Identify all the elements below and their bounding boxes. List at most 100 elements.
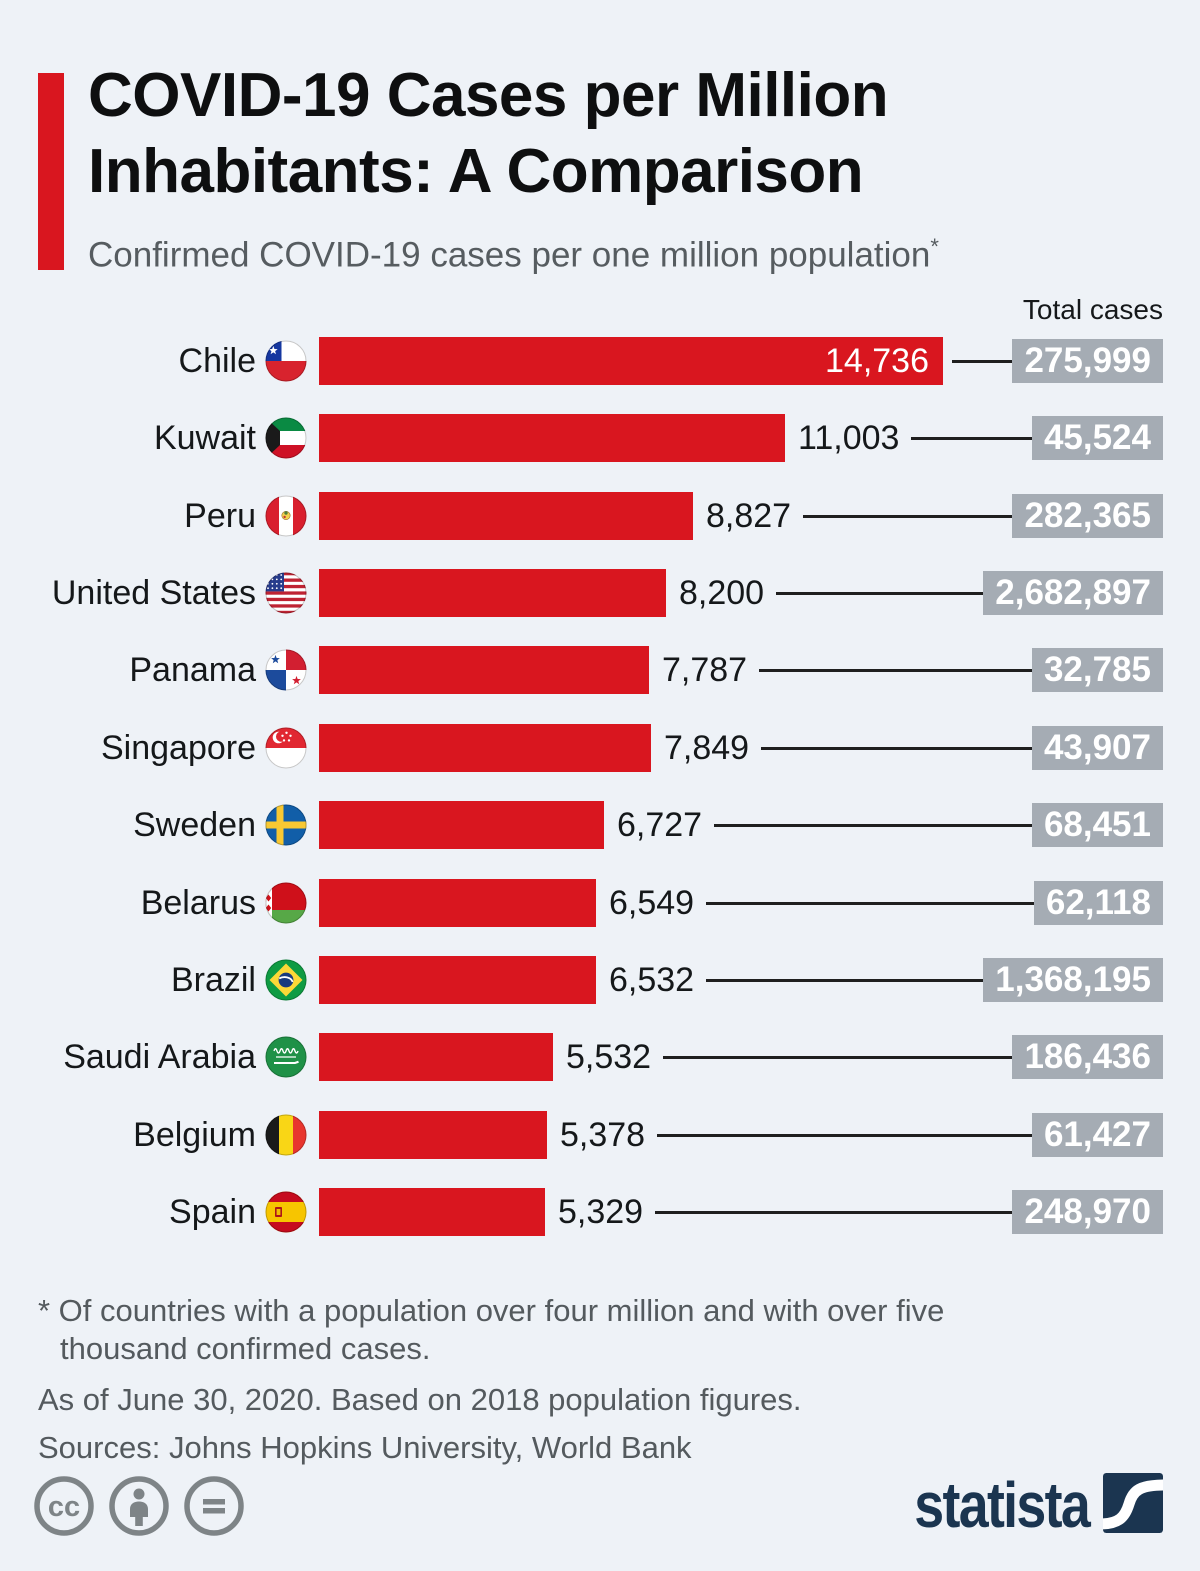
total-cases-badge: 1,368,195 [983,958,1163,1002]
chart-row-spain: Spain 5,329 248,970 [0,1188,1163,1236]
country-label: Saudi Arabia [63,1038,256,1076]
subtitle: Confirmed COVID-19 cases per one million… [88,234,939,276]
bar-chile: 14,736 [319,337,943,385]
brazil-flag-icon [265,959,307,1001]
connector-line [657,1133,1032,1137]
total-cases-badge: 2,682,897 [983,571,1163,615]
chile-flag-icon [265,340,307,382]
bar-panama [319,646,649,694]
connector-line [952,359,1013,363]
license-icons: cc [33,1475,245,1537]
chart-row-saudi-arabia: Saudi Arabia 5,532 186,436 [0,1033,1163,1081]
spain-flag-icon [265,1191,307,1233]
chart-row-chile: Chile 14,736 275,999 [0,337,1163,385]
chart-row-united-states: United States 8,200 2,682,897 [0,569,1163,617]
cases-per-million-value: 6,532 [609,960,695,999]
cases-per-million-value: 14,736 [825,341,929,380]
country-label: Kuwait [153,419,256,457]
chart-row-belarus: Belarus 6,549 62,118 [0,879,1163,927]
bar-belgium [319,1111,547,1159]
country-label: Panama [129,651,256,689]
bar-track: 8,827 282,365 [319,492,1163,540]
cc-icon: cc [33,1475,95,1537]
bar-track: 7,787 32,785 [319,646,1163,694]
connector-line [714,823,1032,827]
page-title: COVID-19 Cases per Million Inhabitants: … [88,61,889,206]
bar-chart: Chile 14,736 275,999 Kuwait 11,003 45,524 Peru… [0,337,1163,1236]
cases-per-million-value: 6,549 [609,883,695,922]
no-derivatives-icon [183,1475,245,1537]
chart-row-belgium: Belgium 5,378 61,427 [0,1111,1163,1159]
statista-logo-mark-icon [1103,1472,1163,1538]
bar-track: 5,532 186,436 [319,1033,1163,1081]
bar-sweden [319,801,604,849]
cases-per-million-value: 7,787 [662,650,748,689]
bar-track: 11,003 45,524 [319,414,1163,462]
country-label: Belgium [133,1116,256,1154]
total-cases-badge: 45,524 [1031,416,1163,460]
statista-wordmark: statista [914,1469,1090,1541]
footnote: * Of countries with a population over fo… [38,1293,945,1366]
chart-row-peru: Peru 8,827 282,365 [0,492,1163,540]
connector-line [803,514,1013,518]
total-cases-badge: 68,451 [1031,803,1163,847]
date-note: As of June 30, 2020. Based on 2018 popul… [38,1382,802,1417]
bar-singapore [319,724,651,772]
total-cases-badge: 43,907 [1031,726,1163,770]
panama-flag-icon [265,649,307,691]
connector-line [706,901,1034,905]
peru-flag-icon [265,495,307,537]
bar-track: 8,200 2,682,897 [319,569,1163,617]
chart-row-panama: Panama 7,787 32,785 [0,646,1163,694]
total-cases-badge: 62,118 [1033,881,1163,925]
attribution-icon [108,1475,170,1537]
bar-peru [319,492,693,540]
bar-track: 6,727 68,451 [319,801,1163,849]
country-label: Sweden [133,806,256,844]
country-label: Singapore [100,729,256,767]
country-label: Belarus [140,884,256,922]
belarus-flag-icon [265,882,307,924]
total-cases-badge: 248,970 [1012,1190,1163,1234]
chart-row-kuwait: Kuwait 11,003 45,524 [0,414,1163,462]
bar-united-states [319,569,666,617]
cases-per-million-value: 5,378 [560,1115,646,1154]
bar-kuwait [319,414,785,462]
chart-row-sweden: Sweden 6,727 68,451 [0,801,1163,849]
bar-track: 5,378 61,427 [319,1111,1163,1159]
country-label: United States [51,574,256,612]
country-label: Chile [178,342,256,380]
bar-track: 6,532 1,368,195 [319,956,1163,1004]
cases-per-million-value: 6,727 [617,805,703,844]
saudi-arabia-flag-icon [265,1036,307,1078]
footer: * Of countries with a population over fo… [38,1292,1048,1466]
connector-line [911,436,1032,440]
country-label: Peru [184,497,256,535]
bar-track: 14,736 275,999 [319,337,1163,385]
connector-line [655,1210,1013,1214]
cases-per-million-value: 11,003 [798,418,900,457]
footnote-marker: * [930,234,939,259]
bar-track: 5,329 248,970 [319,1188,1163,1236]
total-cases-badge: 282,365 [1012,494,1163,538]
connector-line [759,668,1032,672]
bar-brazil [319,956,596,1004]
subtitle-text: Confirmed COVID-19 cases per one million… [88,235,931,275]
kuwait-flag-icon [265,417,307,459]
title-accent-bar [38,73,64,270]
country-label: Brazil [170,961,256,999]
total-cases-badge: 186,436 [1012,1035,1163,1079]
total-cases-badge: 275,999 [1012,339,1163,383]
svg-text:cc: cc [48,1491,80,1523]
bar-track: 6,549 62,118 [319,879,1163,927]
connector-line [706,978,984,982]
total-cases-column-header: Total cases [1022,294,1163,325]
statista-logo: statista [881,1468,1163,1542]
country-label: Spain [169,1193,256,1231]
connector-line [663,1055,1013,1059]
connector-line [776,591,984,595]
united-states-flag-icon [265,572,307,614]
total-cases-badge: 32,785 [1031,648,1163,692]
sweden-flag-icon [265,804,307,846]
